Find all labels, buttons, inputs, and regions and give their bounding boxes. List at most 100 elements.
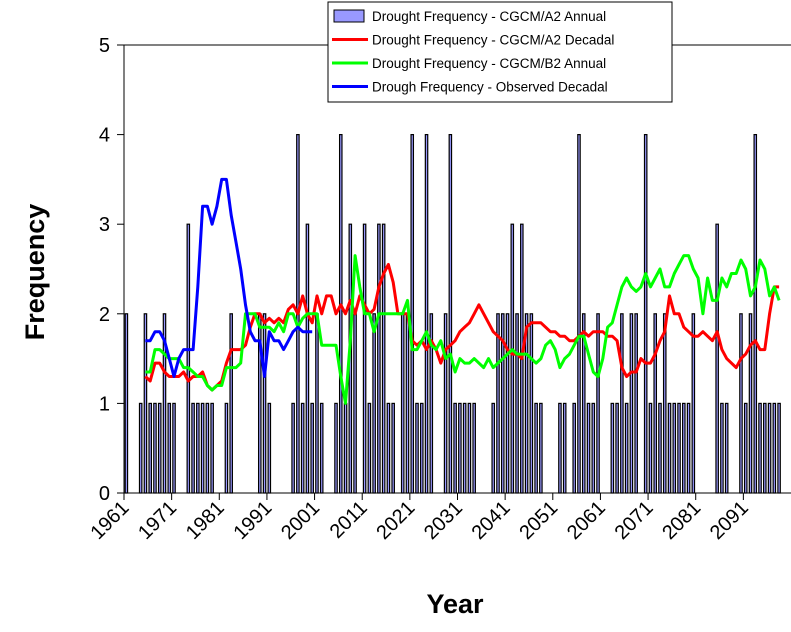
bar-1983	[229, 313, 233, 494]
y-tick-label: 1	[99, 393, 110, 415]
bar-2047	[534, 402, 538, 494]
bar-2060	[596, 313, 600, 494]
bar-2059	[591, 402, 596, 494]
bar-2076	[672, 402, 677, 494]
bar-2095	[763, 402, 767, 494]
bar-2012	[367, 402, 372, 494]
bar-2090	[739, 313, 743, 494]
legend-label: Drought Frequency - CGCM/A2 Annual	[372, 9, 606, 24]
bar-2098	[777, 402, 781, 494]
x-tick-label: 2001	[277, 497, 324, 544]
bar-2070	[643, 134, 648, 494]
bar-1979	[210, 402, 214, 494]
bar-2006	[338, 134, 343, 494]
y-tick-label: 0	[99, 483, 110, 505]
bar-2079	[686, 402, 691, 494]
bar-2013	[372, 313, 376, 494]
legend-label: Drought Frequency - CGCM/A2 Decadal	[372, 33, 614, 48]
bar-1999	[305, 223, 310, 494]
bar-2087	[724, 402, 729, 494]
bar-1971	[172, 402, 176, 494]
b2-annual-line	[145, 254, 781, 405]
bar-2022	[415, 402, 419, 494]
bar-2023	[419, 402, 424, 494]
x-tick-label: 2051	[515, 497, 562, 544]
bar-2030	[453, 402, 457, 494]
bar-2016	[386, 402, 391, 494]
bar-2053	[562, 402, 567, 494]
x-tick-label: 2031	[420, 497, 467, 544]
bar-2005	[334, 402, 338, 494]
x-tick-label: 1961	[87, 497, 134, 544]
bar-2052	[558, 402, 562, 494]
y-tick-label: 5	[99, 35, 110, 57]
annual-bars	[124, 134, 781, 494]
bar-2007	[343, 402, 348, 494]
bar-2092	[748, 313, 753, 494]
x-tick-label: 2091	[706, 497, 753, 544]
bar-2041	[505, 313, 510, 494]
bar-2055	[572, 402, 577, 494]
bar-2056	[577, 134, 581, 494]
x-tick-label: 2041	[468, 497, 515, 544]
bar-1982	[224, 402, 229, 494]
bar-2039	[496, 313, 500, 494]
bar-2032	[462, 402, 467, 494]
bar-1977	[200, 402, 205, 494]
bar-1990	[262, 313, 267, 494]
bar-2000	[310, 402, 314, 494]
bar-2086	[720, 402, 724, 494]
bar-2019	[400, 313, 405, 494]
bar-2072	[653, 313, 658, 494]
observed-decadal-line	[145, 177, 313, 378]
bar-2031	[458, 402, 462, 494]
x-tick-label: 1981	[182, 497, 229, 544]
bar-2014	[377, 223, 381, 494]
legend-label: Drought Frequency - CGCM/B2 Annual	[372, 56, 606, 71]
bar-1974	[186, 223, 191, 494]
legend-swatch-a2-annual	[333, 9, 365, 23]
x-tick-label: 2021	[372, 497, 419, 544]
bar-2028	[443, 313, 448, 494]
bar-2001	[315, 313, 319, 494]
bar-1970	[167, 402, 172, 494]
bar-1996	[291, 402, 295, 494]
bar-2080	[691, 313, 696, 494]
bar-2048	[539, 402, 543, 494]
y-axis-title: Frequency	[20, 204, 50, 341]
bar-1966	[148, 402, 152, 494]
legend-box	[327, 1, 673, 103]
bar-2071	[648, 402, 653, 494]
x-tick-label: 1971	[134, 497, 181, 544]
bar-2097	[772, 402, 777, 494]
legend-label: Drough Frequency - Observed Decadal	[372, 80, 608, 95]
bar-2017	[391, 402, 395, 494]
bar-2085	[715, 223, 719, 494]
bar-2074	[662, 313, 667, 494]
bar-2034	[472, 402, 476, 494]
x-tick-label: 2011	[326, 497, 372, 543]
bar-1978	[205, 402, 210, 494]
bar-2038	[491, 402, 496, 494]
x-tick-label: 2061	[563, 497, 610, 544]
bar-2068	[634, 313, 638, 494]
bar-2011	[362, 223, 367, 494]
bar-2075	[667, 402, 672, 494]
bar-2042	[510, 223, 515, 494]
bar-1968	[157, 402, 162, 494]
bar-1998	[300, 402, 305, 494]
bar-2065	[620, 313, 624, 494]
bar-1975	[191, 402, 195, 494]
bar-2063	[610, 402, 615, 494]
bar-2046	[529, 313, 534, 494]
bar-2078	[682, 402, 686, 494]
bar-2094	[758, 402, 762, 494]
x-tick-label: 1991	[229, 497, 276, 544]
bar-2015	[381, 223, 386, 494]
axes	[123, 45, 791, 494]
bar-2009	[353, 313, 357, 494]
x-axis-title: Year	[426, 589, 484, 619]
bar-2073	[658, 402, 662, 494]
